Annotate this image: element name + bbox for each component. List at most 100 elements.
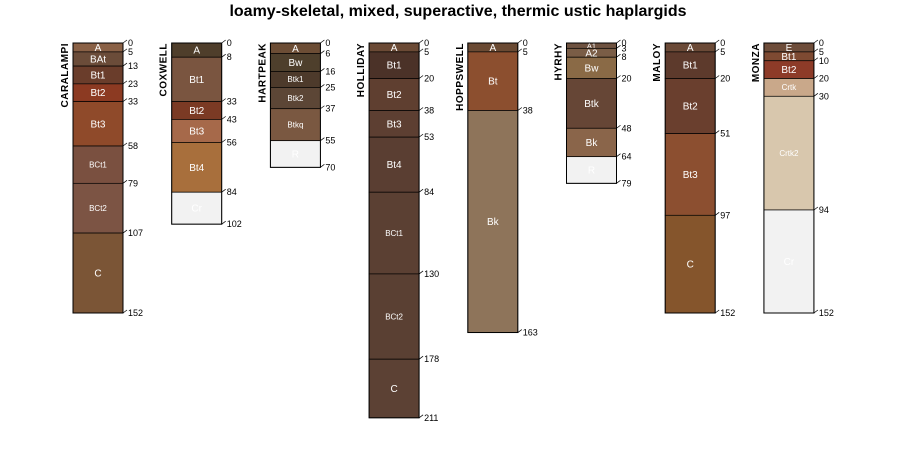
depth-label: 178 bbox=[424, 354, 439, 364]
depth-label: 0 bbox=[128, 38, 133, 48]
horizon-bct2 bbox=[368, 273, 420, 360]
depth-tick bbox=[122, 98, 128, 102]
profile-outline bbox=[269, 42, 321, 168]
profile-outline bbox=[763, 42, 815, 314]
depth-tick bbox=[517, 107, 523, 111]
depth-tick bbox=[418, 107, 424, 111]
depth-tick bbox=[320, 164, 325, 168]
depth-label: 5 bbox=[128, 47, 133, 57]
horizon-label: Btk1 bbox=[287, 75, 304, 84]
depth-tick bbox=[122, 48, 128, 53]
horizon-label: A bbox=[95, 43, 102, 54]
depth-label: 37 bbox=[325, 104, 335, 114]
depth-label: 20 bbox=[424, 74, 434, 84]
depth-tick bbox=[517, 329, 523, 333]
profile-holliday: HOLLIDAY A 05 Bt1 20 Bt2 38 Bt3 53 Bt4 84 BCt1 130 BC… bbox=[356, 38, 439, 423]
horizon-label: Bt2 bbox=[387, 90, 402, 101]
depth-tick bbox=[813, 75, 819, 79]
depth-tick bbox=[714, 130, 720, 134]
depth-tick bbox=[813, 39, 819, 44]
horizon-bt3 bbox=[368, 110, 420, 138]
depth-label: 211 bbox=[424, 413, 438, 423]
depth-tick bbox=[813, 206, 819, 211]
horizon-cr bbox=[763, 209, 815, 314]
depth-tick bbox=[320, 84, 325, 88]
depth-label: 20 bbox=[819, 74, 829, 84]
depth-tick bbox=[418, 355, 424, 360]
profile-name: HYRHY bbox=[554, 43, 565, 81]
depth-label: 30 bbox=[819, 91, 829, 101]
depth-label: 38 bbox=[523, 106, 533, 116]
profile-name: MONZA bbox=[751, 43, 762, 82]
depth-tick bbox=[320, 50, 325, 54]
horizon-label: Bt3 bbox=[683, 170, 698, 181]
depth-label: 163 bbox=[523, 328, 538, 338]
depth-tick bbox=[813, 93, 819, 97]
depth-tick bbox=[320, 39, 325, 44]
depth-label: 20 bbox=[622, 74, 632, 84]
horizon-label: Bt1 bbox=[781, 52, 796, 63]
horizon-label: A bbox=[687, 43, 694, 54]
depth-label: 0 bbox=[819, 38, 824, 48]
profile-name: HOPPSWELL bbox=[455, 43, 466, 111]
horizon-label: A2 bbox=[585, 48, 598, 59]
horizon-label: Btkq bbox=[287, 121, 303, 130]
horizon-label: Bt1 bbox=[387, 61, 402, 72]
depth-label: 70 bbox=[325, 162, 335, 172]
depth-label: 10 bbox=[819, 56, 829, 66]
depth-tick bbox=[418, 48, 424, 53]
depth-label: 33 bbox=[128, 97, 138, 107]
horizon-label: Cr bbox=[784, 257, 795, 268]
depth-tick bbox=[813, 309, 819, 314]
horizon-label: R bbox=[588, 166, 595, 177]
depth-tick bbox=[122, 62, 128, 67]
depth-label: 5 bbox=[424, 47, 429, 57]
profile-name: HARTPEAK bbox=[257, 43, 268, 103]
profile-hartpeak: HARTPEAK A 06 Bw 16 Btk1 25 Btk2 37 Btkq 55 R 70 bbox=[257, 38, 335, 172]
depth-tick bbox=[714, 75, 720, 79]
horizon-bk bbox=[467, 110, 519, 333]
depth-label: 58 bbox=[128, 141, 138, 151]
horizon-bct1 bbox=[368, 191, 420, 275]
profile-outline bbox=[72, 42, 124, 314]
depth-tick bbox=[813, 57, 819, 62]
horizon-label: A1 bbox=[587, 41, 596, 50]
depth-tick bbox=[616, 45, 621, 49]
depth-tick bbox=[616, 180, 621, 184]
depth-label: 38 bbox=[424, 106, 434, 116]
depth-label: 0 bbox=[523, 38, 528, 48]
horizon-label: Bt4 bbox=[189, 163, 204, 174]
horizon-label: E bbox=[786, 43, 793, 54]
depth-tick bbox=[221, 53, 226, 58]
horizon-label: BCt2 bbox=[89, 204, 107, 213]
depth-tick bbox=[221, 116, 226, 120]
horizon-label: A bbox=[193, 46, 200, 57]
horizon-label: Cr bbox=[191, 204, 202, 215]
depth-label: 84 bbox=[227, 187, 237, 197]
depth-label: 130 bbox=[424, 269, 439, 279]
depth-label: 33 bbox=[227, 97, 237, 107]
profile-name: CARALAMPI bbox=[60, 43, 71, 108]
depth-tick bbox=[221, 98, 226, 102]
profile-coxwell: COXWELL A 0 8 Bt1 33 Bt2 43 Bt3 56 Bt4 84 Cr 102 bbox=[159, 38, 242, 229]
profile-outline bbox=[664, 42, 716, 314]
horizon-c bbox=[72, 232, 124, 314]
profile-hoppswell: HOPPSWELL A 05 Bt 38 Bk 163 bbox=[455, 38, 538, 338]
profile-maloy: MALOY A 05 Bt1 20 Bt2 51 Bt3 97 C 152 bbox=[652, 38, 735, 318]
horizon-label: Bw bbox=[288, 58, 303, 69]
depth-label: 6 bbox=[325, 49, 330, 59]
depth-tick bbox=[122, 142, 128, 147]
horizon-label: Bt1 bbox=[683, 61, 698, 72]
depth-tick bbox=[418, 188, 424, 193]
depth-label: 84 bbox=[424, 187, 434, 197]
depth-label: 152 bbox=[128, 308, 143, 318]
depth-label: 20 bbox=[720, 74, 730, 84]
horizon-bt3 bbox=[72, 101, 124, 147]
profile-monza: MONZA E 05 Bt1 10 Bt2 20 Crtk 30 Crtk2 94 Cr 152 bbox=[751, 38, 834, 318]
profile-outline bbox=[171, 42, 223, 225]
horizon-bct1 bbox=[72, 145, 124, 184]
depth-label: 8 bbox=[622, 52, 627, 62]
depth-tick bbox=[221, 139, 226, 143]
horizon-c bbox=[368, 358, 420, 419]
